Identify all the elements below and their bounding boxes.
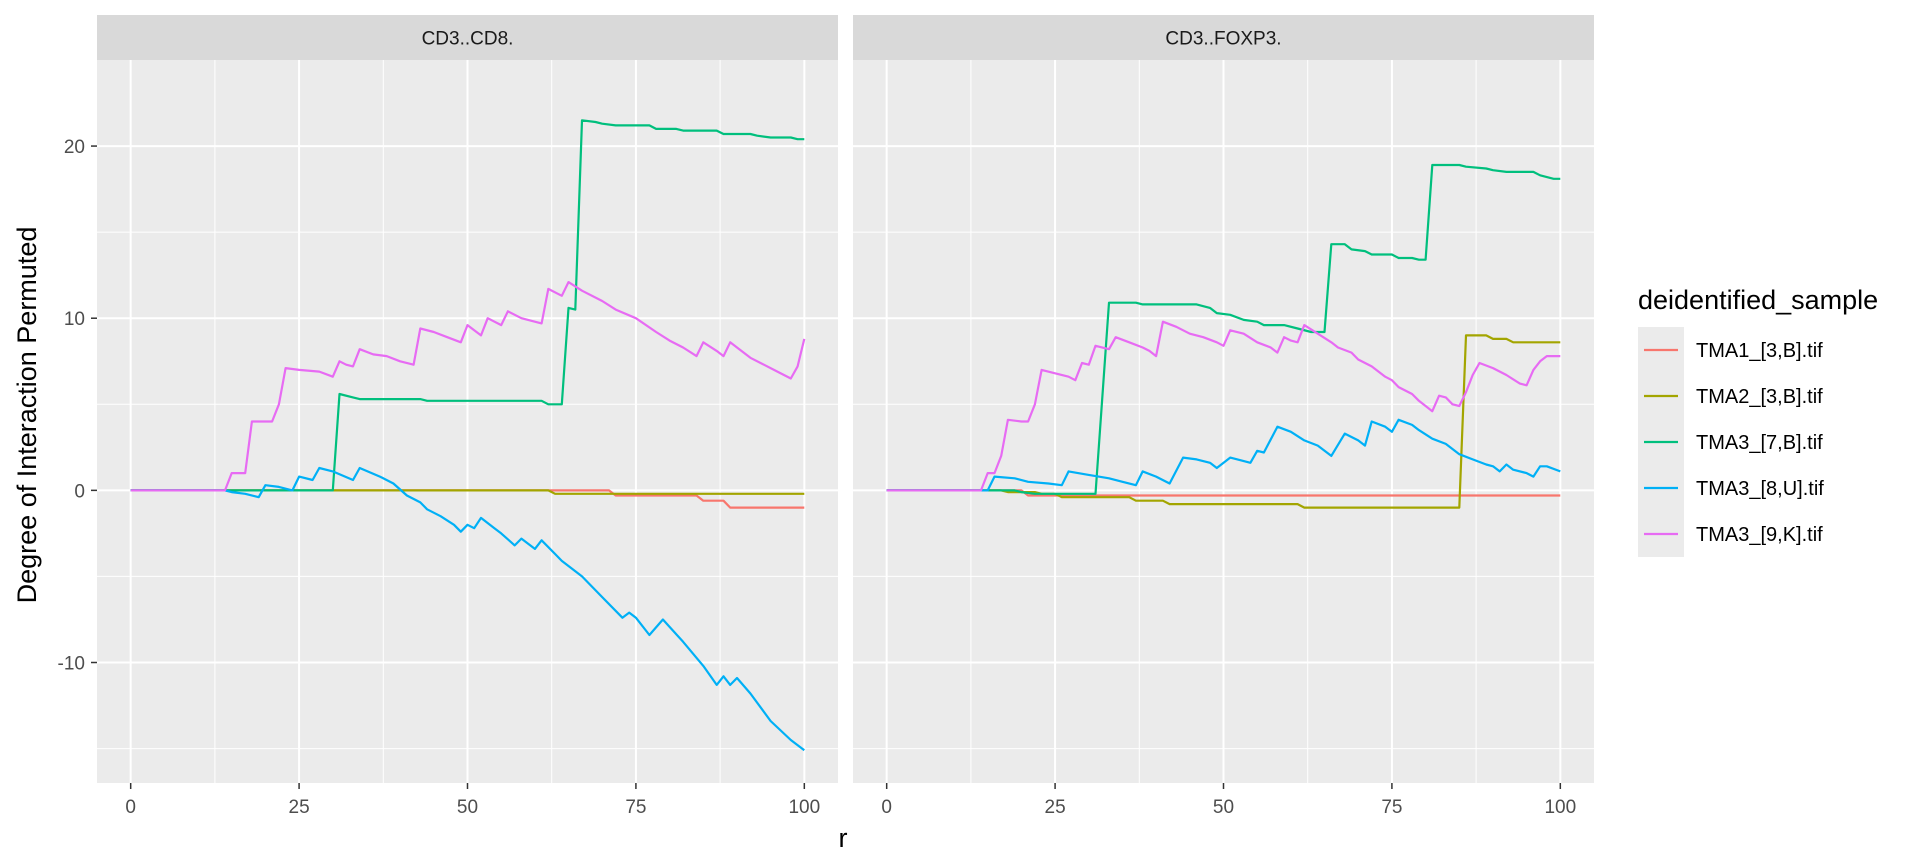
series-line [886,418,1561,492]
facet-strip-label: CD3..CD8. [422,29,514,50]
legend-entry-label: TMA2_[3,B].tif [1696,386,1823,408]
legend-entry-label: TMA1_[3,B].tif [1696,340,1823,362]
x-tick-label: 25 [289,797,310,818]
x-tick-label: 75 [1381,797,1402,818]
y-tick-label: 20 [64,137,85,158]
x-tick-label: 100 [1544,797,1576,818]
facet-panel-2: CD3..FOXP3. 0 25 50 75 100 [853,15,1594,818]
legend-entry-label: TMA3_[9,K].tif [1696,524,1823,546]
x-tick-label: 0 [881,797,892,818]
legend-title: deidentified_sample [1638,285,1878,315]
series-line [130,281,806,492]
facet-strip [853,15,1594,60]
x-tick-label: 0 [125,797,136,818]
y-tick-label: 10 [64,309,85,330]
facet-panel-1: CD3..CD8. 0 25 50 75 100 -10 0 10 20 [58,15,838,818]
series-line [886,163,1561,495]
series-line [886,320,1561,492]
x-tick-label: 50 [457,797,478,818]
x-tick-label: 100 [788,797,820,818]
facet-strip [97,15,838,60]
y-axis-title: Degree of Interaction Permuted [12,227,42,604]
x-axis-title: r [839,823,848,853]
series-line [130,119,805,492]
legend-entry-label: TMA3_[7,B].tif [1696,432,1823,454]
y-tick-label: 0 [74,481,85,502]
y-tick-label: -10 [58,654,85,675]
x-tick-label: 25 [1045,797,1066,818]
series-line [886,334,1561,509]
x-tick-label: 75 [625,797,646,818]
x-tick-label: 50 [1213,797,1234,818]
legend-entry-label: TMA3_[8,U].tif [1696,478,1824,500]
legend: deidentified_sample TMA1_[3,B].tif TMA2_[… [1638,285,1878,557]
series-line [130,489,805,495]
series-line [130,489,805,509]
facet-strip-label: CD3..FOXP3. [1165,29,1281,50]
series-line [130,466,805,752]
facet-panels: CD3..CD8. 0 25 50 75 100 -10 0 10 20 CD3..FOXP3. 0 2… [58,15,1594,818]
